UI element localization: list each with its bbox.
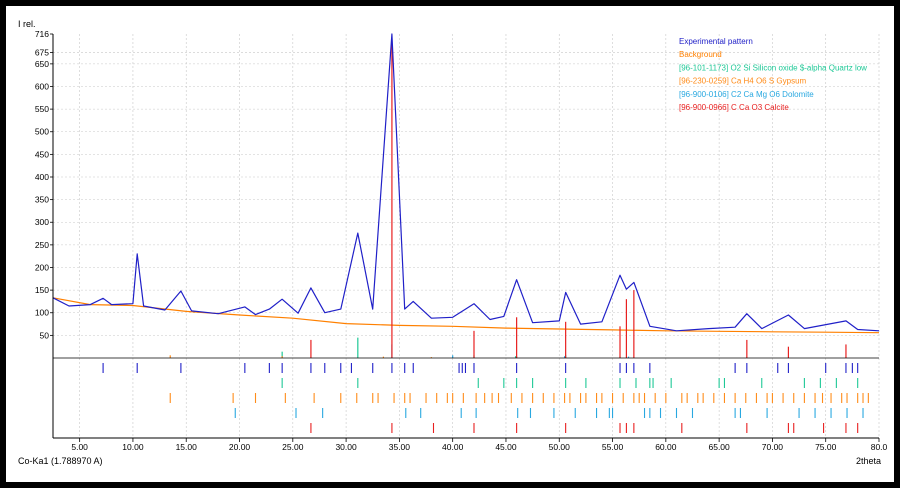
- legend-entry: [96-101-1173] O2 Si Silicon oxide $-alph…: [679, 63, 867, 72]
- phase-position-markers: [102, 363, 869, 433]
- y-tick-label: 250: [35, 240, 49, 250]
- x-tick-label: 10.00: [122, 442, 144, 452]
- x-tick-label: 55.00: [602, 442, 624, 452]
- y-tick-label: 675: [35, 48, 49, 58]
- x-tick-label: 40.00: [442, 442, 464, 452]
- x-tick-label: 15.00: [176, 442, 198, 452]
- x-tick-label: 25.00: [282, 442, 304, 452]
- y-tick-label: 550: [35, 104, 49, 114]
- y-tick-label: 600: [35, 81, 49, 91]
- x-tick-label: 5.00: [71, 442, 88, 452]
- legend-entry: [96-900-0966] C Ca O3 Calcite: [679, 103, 789, 112]
- y-tick-label: 350: [35, 195, 49, 205]
- x-axis-label: 2theta: [856, 456, 881, 466]
- x-tick-label: 30.00: [335, 442, 357, 452]
- experimental-pattern-curve: [52, 33, 880, 332]
- radiation-label: Co-Ka1 (1.788970 A): [18, 456, 103, 466]
- x-tick-label: 35.00: [389, 442, 411, 452]
- x-axis-ticks: 5.00 10.00 15.00 20.00 25.00 30.00 35.00 40.00 4…: [71, 438, 888, 452]
- y-tick-label: 400: [35, 172, 49, 182]
- x-tick-label: 80.0: [871, 442, 888, 452]
- y-tick-label: 300: [35, 217, 49, 227]
- y-tick-label: 200: [35, 262, 49, 272]
- y-axis-label: I rel.: [18, 19, 36, 29]
- y-tick-label: 500: [35, 127, 49, 137]
- background-curve: [52, 297, 880, 334]
- legend-entry: Experimental pattern: [679, 37, 753, 46]
- x-tick-label: 50.00: [549, 442, 571, 452]
- experimental-curve-path: [52, 33, 880, 332]
- legend-entry: [96-230-0259] Ca H4 O6 S Gypsum: [679, 77, 807, 86]
- y-tick-label: 450: [35, 149, 49, 159]
- x-tick-label: 60.00: [655, 442, 677, 452]
- legend-entry: [96-900-0106] C2 Ca Mg O6 Dolomite: [679, 90, 814, 99]
- x-tick-label: 65.00: [708, 442, 730, 452]
- axes: [52, 34, 879, 439]
- y-tick-label: 50: [40, 330, 50, 340]
- y-tick-label: 716: [35, 29, 49, 39]
- grid-lines: [53, 34, 880, 438]
- chart-frame: 716 675 650 600 550 500 450 400 350 300 250 200 150 1…: [6, 6, 894, 482]
- y-tick-label: 650: [35, 59, 49, 69]
- background-curve-path: [52, 297, 880, 334]
- y-tick-label: 100: [35, 308, 49, 318]
- legend: Experimental pattern Background [96-101-11…: [679, 37, 867, 112]
- legend-entry: Background: [679, 50, 722, 59]
- phase-peak-lines: [169, 41, 847, 358]
- x-tick-label: 70.00: [762, 442, 784, 452]
- x-tick-label: 45.00: [495, 442, 517, 452]
- x-tick-label: 75.00: [815, 442, 837, 452]
- y-tick-label: 150: [35, 285, 49, 295]
- x-tick-label: 20.00: [229, 442, 251, 452]
